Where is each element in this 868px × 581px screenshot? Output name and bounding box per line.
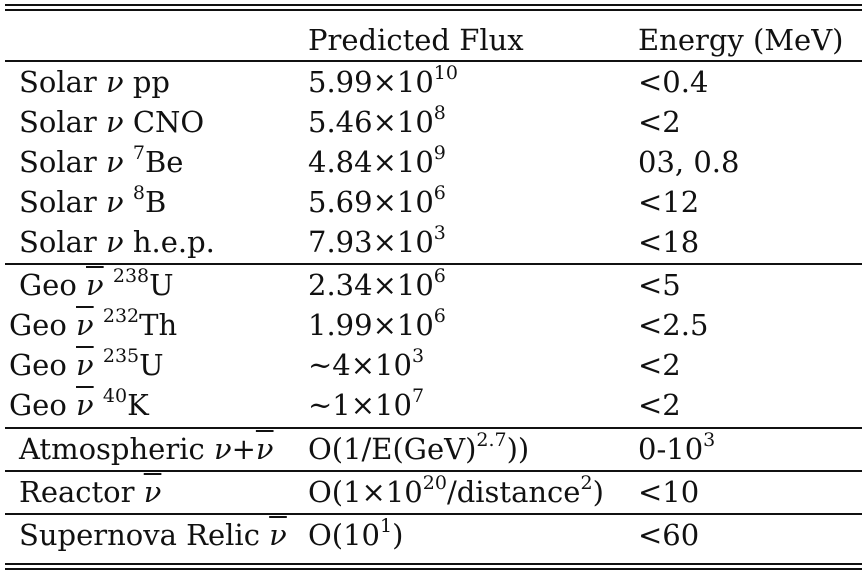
geo-atmospheric-rule <box>5 427 862 429</box>
energy-cell: <12 <box>638 185 700 219</box>
table-row: Solar ν h.e.p. 7.93×103 <18 <box>0 222 868 262</box>
bottom-rule <box>5 563 862 565</box>
source-cell: Geo ν 232Th <box>9 305 178 342</box>
flux-cell: O(101) <box>308 515 404 552</box>
table-row: Geo ν 232Th 1.99×106 <2.5 <box>0 305 868 345</box>
table-row: Reactor ν O(1×1020/distance2) <10 <box>0 472 868 512</box>
energy-cell: <2.5 <box>638 308 709 342</box>
source-cell: Solar ν 7Be <box>19 142 184 179</box>
flux-cell: 1.99×106 <box>308 305 446 342</box>
energy-cell: <2 <box>638 388 681 422</box>
table-row: Solar ν CNO 5.46×108 <2 <box>0 102 868 142</box>
energy-cell: <0.4 <box>638 65 709 99</box>
header-energy: Energy (MeV) <box>638 23 844 57</box>
flux-cell: 5.69×106 <box>308 182 446 219</box>
table-row: Solar ν pp 5.99×1010 <0.4 <box>0 62 868 102</box>
flux-cell: 2.34×106 <box>308 265 446 302</box>
table-row: Atmospheric ν+ν O(1/E(GeV)2.7)) 0-103 <box>0 429 868 469</box>
solar-geo-rule <box>5 263 862 265</box>
energy-cell: <2 <box>638 348 681 382</box>
source-cell: Solar ν CNO <box>19 105 205 139</box>
energy-cell: <10 <box>638 475 700 509</box>
energy-cell: <2 <box>638 105 681 139</box>
table-row: Supernova Relic ν O(101) <60 <box>0 515 868 555</box>
atmospheric-reactor-rule <box>5 470 862 472</box>
source-cell: Solar ν h.e.p. <box>19 225 215 259</box>
flux-cell: 5.99×1010 <box>308 62 458 99</box>
energy-cell: <18 <box>638 225 700 259</box>
source-cell: Solar ν 8B <box>19 182 167 219</box>
header-row: Predicted Flux Energy (MeV) <box>0 20 868 60</box>
reactor-supernova-rule <box>5 513 862 515</box>
table-row: Geo ν 235U ~4×103 <2 <box>0 345 868 385</box>
source-cell: Supernova Relic ν <box>19 518 287 552</box>
source-cell: Solar ν pp <box>19 65 170 99</box>
source-cell: Geo ν 238U <box>19 265 174 302</box>
header-predicted-flux: Predicted Flux <box>308 23 524 57</box>
source-cell: Atmospheric ν+ν <box>19 432 274 466</box>
header-rule <box>5 60 862 62</box>
source-cell: Geo ν 40K <box>9 385 149 422</box>
energy-cell: <5 <box>638 268 681 302</box>
energy-cell: <60 <box>638 518 700 552</box>
flux-cell: ~1×107 <box>308 385 425 422</box>
energy-cell: 0-103 <box>638 429 716 466</box>
flux-cell: ~4×103 <box>308 345 425 382</box>
flux-cell: 7.93×103 <box>308 222 446 259</box>
flux-cell: 5.46×108 <box>308 102 446 139</box>
source-cell: Reactor ν <box>19 475 162 509</box>
table-row: Solar ν 7Be 4.84×109 03, 0.8 <box>0 142 868 182</box>
bottom-rule-outer <box>5 568 862 570</box>
top-rule-inner <box>5 9 862 11</box>
energy-cell: 03, 0.8 <box>638 145 740 179</box>
table-row: Geo ν 40K ~1×107 <2 <box>0 385 868 425</box>
flux-cell: O(1×1020/distance2) <box>308 472 604 509</box>
table-row: Geo ν 238U 2.34×106 <5 <box>0 265 868 305</box>
table-row: Solar ν 8B 5.69×106 <12 <box>0 182 868 222</box>
source-cell: Geo ν 235U <box>9 345 164 382</box>
flux-cell: 4.84×109 <box>308 142 446 179</box>
flux-cell: O(1/E(GeV)2.7)) <box>308 429 530 466</box>
top-rule <box>5 4 862 6</box>
